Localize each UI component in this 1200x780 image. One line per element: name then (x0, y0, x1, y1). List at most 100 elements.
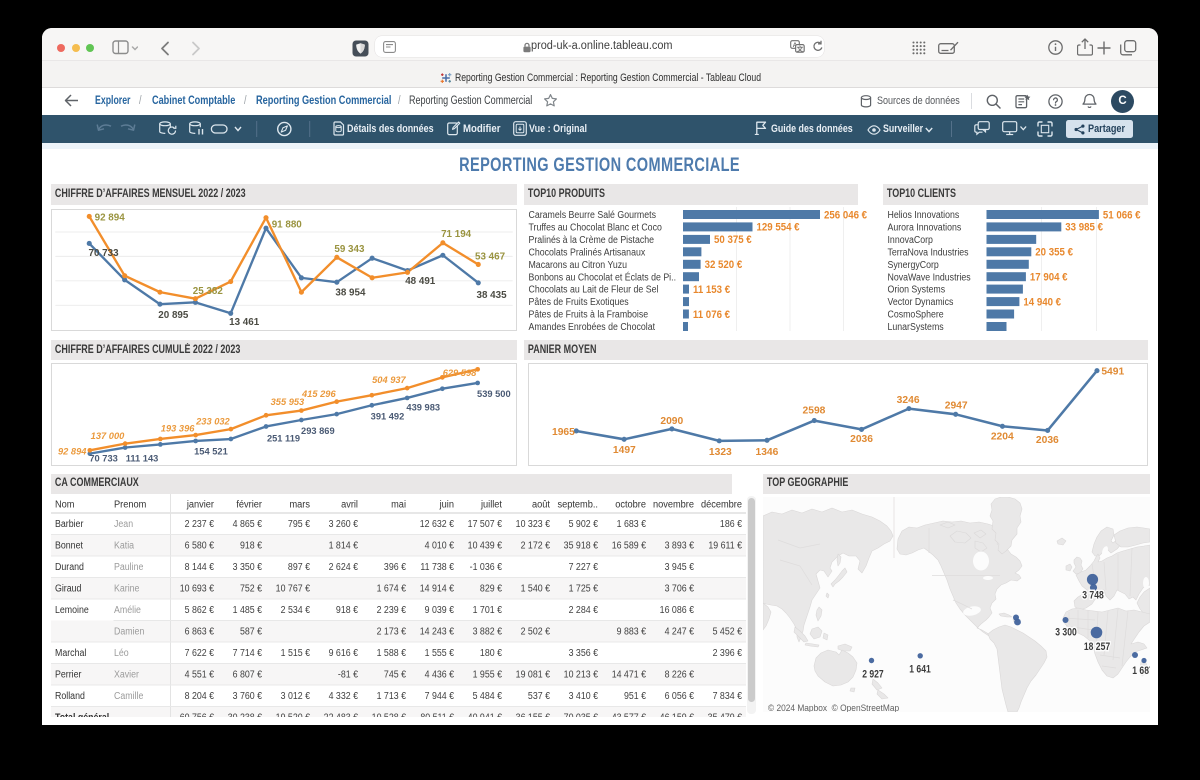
svg-text:10 528 €: 10 528 € (371, 712, 406, 717)
svg-text:7 622 €: 7 622 € (184, 648, 214, 660)
svg-text:Lemoine: Lemoine (54, 605, 88, 617)
svg-text:6 056 €: 6 056 € (664, 691, 694, 703)
svg-text:752 €: 752 € (239, 583, 262, 595)
svg-text:10 767 €: 10 767 € (275, 583, 310, 595)
svg-text:TerraNova Industries: TerraNova Industries (887, 246, 968, 258)
svg-text:355 953: 355 953 (270, 397, 304, 407)
svg-text:3 410 €: 3 410 € (568, 691, 598, 703)
svg-text:Helios Innovations: Helios Innovations (887, 209, 959, 221)
svg-text:2 927: 2 927 (862, 669, 884, 681)
svg-text:293 869: 293 869 (301, 426, 335, 436)
svg-text:53 467: 53 467 (475, 252, 506, 263)
svg-text:7 944 €: 7 944 € (424, 691, 454, 703)
svg-text:Marchal: Marchal (54, 648, 85, 660)
svg-text:Damien: Damien (114, 626, 144, 638)
svg-text:Aurora Innovations: Aurora Innovations (887, 221, 961, 233)
svg-text:1 683 €: 1 683 € (616, 519, 646, 531)
svg-text:1 725 €: 1 725 € (568, 583, 598, 595)
svg-text:14 471 €: 14 471 € (611, 669, 646, 681)
svg-text:Macarons au Citron Yuzu: Macarons au Citron Yuzu (529, 258, 628, 270)
svg-text:août: août (532, 499, 550, 511)
svg-text:11 076 €: 11 076 € (693, 309, 730, 321)
svg-text:14 243 €: 14 243 € (419, 626, 454, 638)
svg-text:391 492: 391 492 (370, 411, 404, 421)
svg-text:SynergyCorp: SynergyCorp (887, 258, 938, 270)
svg-text:Total général: Total général (54, 712, 108, 717)
svg-text:10 323 €: 10 323 € (515, 519, 550, 531)
svg-text:92 894: 92 894 (57, 447, 86, 457)
svg-text:80 511 €: 80 511 € (420, 712, 454, 717)
svg-text:3 350 €: 3 350 € (232, 562, 262, 574)
svg-text:3 356 €: 3 356 € (568, 648, 598, 660)
svg-text:1 713 €: 1 713 € (376, 691, 406, 703)
svg-text:795 €: 795 € (287, 519, 310, 531)
svg-text:129 554 €: 129 554 € (757, 222, 800, 234)
svg-text:11 153 €: 11 153 € (693, 284, 730, 296)
svg-text:2 237 €: 2 237 € (184, 519, 214, 531)
svg-text:60 756 €: 60 756 € (179, 712, 214, 717)
svg-text:Amélie: Amélie (114, 605, 141, 617)
svg-text:Orion Systems: Orion Systems (887, 283, 945, 295)
svg-text:2 173 €: 2 173 € (376, 626, 406, 638)
svg-text:17 507 €: 17 507 € (467, 519, 502, 531)
svg-text:50 375 €: 50 375 € (714, 235, 752, 247)
svg-text:5491: 5491 (1101, 367, 1124, 378)
svg-text:70 733: 70 733 (89, 454, 117, 464)
svg-text:NovaWave Industries: NovaWave Industries (887, 271, 970, 283)
svg-text:11 738 €: 11 738 € (420, 562, 454, 574)
svg-text:16 589 €: 16 589 € (611, 540, 646, 552)
svg-text:Pauline: Pauline (114, 562, 143, 574)
svg-text:951 €: 951 € (623, 691, 646, 703)
svg-text:Caramels Beurre Salé Gourmets: Caramels Beurre Salé Gourmets (529, 209, 657, 221)
svg-text:2 502 €: 2 502 € (520, 626, 550, 638)
svg-text:51 066 €: 51 066 € (1102, 210, 1140, 222)
svg-text:Jean: Jean (114, 519, 133, 531)
svg-text:4 010 €: 4 010 € (424, 540, 454, 552)
svg-text:10 213 €: 10 213 € (563, 669, 598, 681)
svg-text:3 893 €: 3 893 € (664, 540, 694, 552)
svg-text:20 895: 20 895 (158, 310, 189, 321)
svg-text:2090: 2090 (660, 416, 683, 427)
svg-text:415 296: 415 296 (301, 389, 336, 399)
svg-text:180 €: 180 € (479, 648, 502, 660)
svg-text:décembre: décembre (700, 499, 742, 511)
svg-text:1497: 1497 (612, 445, 635, 456)
svg-text:59 343: 59 343 (334, 244, 365, 255)
svg-text:Pralinés à la Crème de Pistach: Pralinés à la Crème de Pistache (529, 233, 655, 245)
svg-text:1 485 €: 1 485 € (232, 605, 262, 617)
svg-text:février: février (236, 499, 262, 511)
svg-text:30 238 €: 30 238 € (227, 712, 262, 717)
svg-text:A: A (793, 42, 798, 49)
svg-text:mars: mars (289, 499, 310, 511)
svg-text:186 €: 186 € (719, 519, 742, 531)
svg-text:8 226 €: 8 226 € (664, 669, 694, 681)
svg-text:InnovaCorp: InnovaCorp (887, 233, 932, 245)
svg-text:Rolland: Rolland (54, 691, 84, 703)
svg-text:Xavier: Xavier (114, 669, 140, 681)
svg-text:Perrier: Perrier (54, 669, 81, 681)
svg-text:Chocolats Pralinés Artisanaux: Chocolats Pralinés Artisanaux (529, 246, 646, 258)
svg-text:745 €: 745 € (383, 669, 406, 681)
svg-text:Chocolats au Lait de Fleur de: Chocolats au Lait de Fleur de Sel (529, 283, 659, 295)
svg-text:6 580 €: 6 580 € (184, 540, 214, 552)
svg-text:32 520 €: 32 520 € (705, 260, 743, 272)
svg-text:Bonbons au Chocolat et Éclats: Bonbons au Chocolat et Éclats de Pi.. (529, 271, 677, 283)
svg-text:2 239 €: 2 239 € (376, 605, 406, 617)
svg-text:14 940 €: 14 940 € (1023, 297, 1061, 309)
svg-text:439 983: 439 983 (406, 403, 440, 413)
svg-text:Barbier: Barbier (54, 519, 83, 531)
svg-text:3246: 3246 (896, 395, 919, 406)
svg-text:91 880: 91 880 (271, 220, 302, 231)
svg-text:8 204 €: 8 204 € (184, 691, 214, 703)
svg-text:38 435: 38 435 (476, 290, 507, 301)
svg-text:9 616 €: 9 616 € (328, 648, 358, 660)
svg-text:juin: juin (438, 499, 453, 511)
svg-text:1 701 €: 1 701 € (472, 605, 502, 617)
svg-text:octobre: octobre (615, 499, 646, 511)
svg-text:14 914 €: 14 914 € (419, 583, 454, 595)
svg-text:6 863 €: 6 863 € (184, 626, 214, 638)
svg-text:4 865 €: 4 865 € (232, 519, 262, 531)
svg-text:4 436 €: 4 436 € (424, 669, 454, 681)
svg-text:avril: avril (341, 499, 358, 511)
svg-text:193 396: 193 396 (160, 424, 194, 434)
